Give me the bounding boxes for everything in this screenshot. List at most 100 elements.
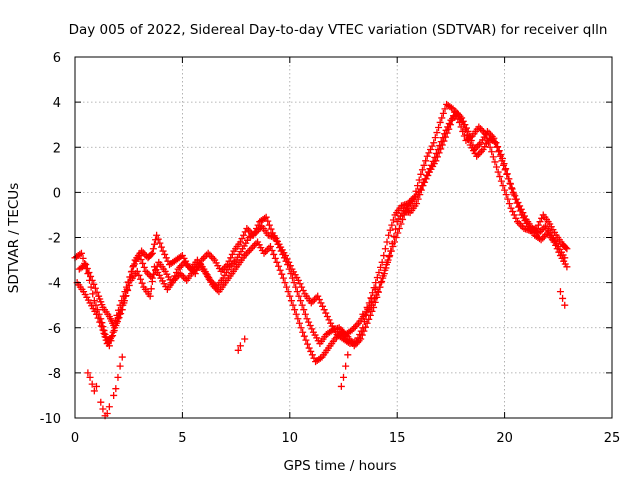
- data-point: [179, 273, 187, 281]
- data-point: [259, 215, 267, 223]
- data-point: [152, 266, 160, 274]
- data-point: [304, 340, 312, 348]
- data-point: [209, 254, 217, 262]
- data-point: [441, 105, 449, 113]
- data-point: [160, 265, 168, 273]
- data-point: [92, 382, 100, 390]
- data-point: [504, 175, 512, 183]
- data-point: [428, 142, 436, 150]
- data-point: [321, 333, 329, 341]
- data-point: [474, 151, 482, 159]
- data-point: [262, 248, 270, 256]
- data-point: [276, 266, 284, 274]
- data-point: [146, 252, 154, 260]
- data-point: [501, 166, 509, 174]
- data-point: [539, 234, 547, 242]
- data-point: [498, 157, 506, 165]
- data-point: [90, 280, 98, 288]
- data-point: [100, 329, 108, 337]
- data-point: [126, 273, 134, 281]
- data-point: [88, 380, 96, 388]
- data-point: [436, 118, 444, 126]
- data-point: [292, 283, 300, 291]
- data-point: [287, 297, 295, 305]
- data-point: [234, 346, 242, 354]
- data-point: [149, 245, 157, 253]
- data-point: [423, 152, 431, 160]
- data-point: [315, 355, 323, 363]
- data-point: [377, 279, 385, 287]
- data-point: [433, 129, 441, 137]
- data-point: [442, 133, 450, 141]
- data-point: [446, 103, 454, 111]
- data-point: [252, 240, 260, 248]
- data-point: [388, 221, 396, 229]
- x-tick-label: 15: [389, 431, 406, 446]
- data-point: [379, 274, 387, 282]
- data-point: [266, 243, 274, 251]
- data-point: [461, 121, 469, 129]
- data-point: [299, 328, 307, 336]
- data-point: [561, 243, 569, 251]
- data-point: [435, 124, 443, 132]
- data-point: [98, 301, 106, 309]
- data-point: [337, 382, 345, 390]
- data-point: [488, 133, 496, 141]
- data-point: [344, 351, 352, 359]
- data-point: [312, 294, 320, 302]
- data-point: [305, 344, 313, 352]
- data-point: [78, 285, 86, 293]
- data-point: [206, 251, 214, 259]
- data-point: [281, 279, 289, 287]
- data-point: [85, 268, 93, 276]
- data-point: [244, 248, 252, 256]
- data-point: [248, 231, 256, 239]
- data-point: [359, 310, 367, 318]
- data-point: [340, 373, 347, 381]
- data-point: [392, 225, 400, 233]
- data-point: [500, 161, 508, 169]
- data-point: [368, 289, 376, 297]
- data-point: [345, 328, 353, 336]
- data-point: [367, 294, 375, 302]
- data-point: [493, 163, 501, 171]
- x-axis-label: GPS time / hours: [283, 458, 396, 474]
- data-point: [147, 285, 155, 293]
- data-point: [139, 259, 147, 267]
- data-point: [382, 264, 390, 272]
- y-tick-label: 0: [53, 186, 61, 201]
- data-point: [150, 270, 158, 278]
- data-point: [91, 284, 99, 292]
- data-point: [76, 250, 84, 258]
- data-point: [520, 212, 528, 220]
- data-point: [134, 254, 142, 262]
- data-point: [86, 373, 94, 381]
- data-point: [544, 218, 552, 226]
- data-point: [89, 290, 97, 298]
- data-point: [527, 222, 535, 230]
- data-point: [269, 233, 277, 241]
- data-point: [474, 142, 482, 150]
- data-point: [303, 315, 311, 323]
- axes: 0 5 10 15 20 25 -10 -8 -6 -4 -2 0 2 4 6: [40, 51, 621, 446]
- data-point: [114, 373, 122, 381]
- data-point: [116, 362, 124, 370]
- y-tick-label: 2: [53, 141, 61, 156]
- data-point: [99, 405, 107, 413]
- data-point: [438, 141, 446, 149]
- data-point: [506, 179, 514, 187]
- data-point: [509, 208, 517, 216]
- data-point: [279, 274, 287, 282]
- data-point: [204, 249, 212, 257]
- data-point: [437, 145, 445, 153]
- data-point: [355, 337, 363, 345]
- data-point: [385, 231, 393, 239]
- data-point: [104, 310, 112, 318]
- data-point: [329, 337, 337, 345]
- data-point: [456, 112, 464, 120]
- data-point: [105, 403, 113, 411]
- data-point: [140, 263, 148, 271]
- data-point: [300, 306, 308, 314]
- data-point: [230, 258, 238, 266]
